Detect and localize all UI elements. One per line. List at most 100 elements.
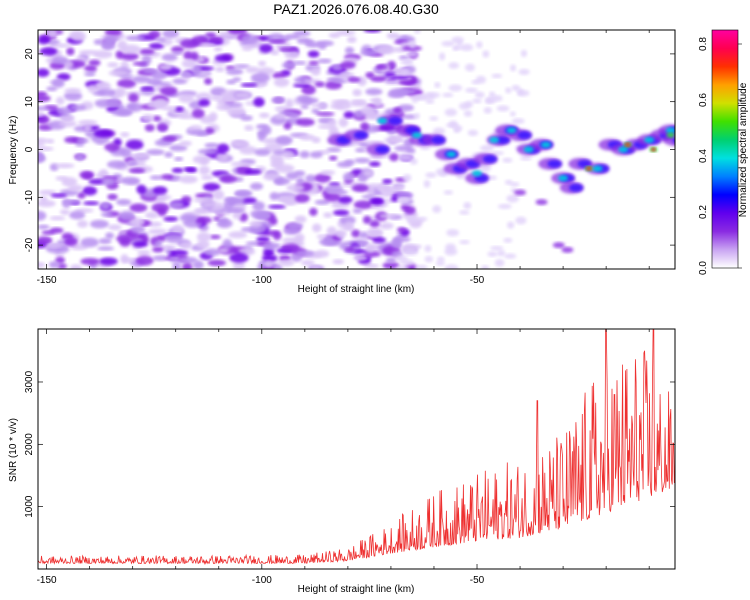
spectrogram-noise-blob xyxy=(269,217,278,226)
spectrogram-noise-blob xyxy=(69,104,87,111)
spectrogram-noise-blob xyxy=(402,114,417,120)
spectrogram-noise-blob xyxy=(154,240,163,247)
snr-y-label: SNR (10 * v/v) xyxy=(8,418,19,482)
spectrogram-noise-blob xyxy=(398,80,417,86)
spectrogram-noise-blob xyxy=(93,50,113,59)
spectrogram-noise-blob xyxy=(294,233,305,242)
spectrogram-noise-blob xyxy=(101,178,115,186)
snr-x-tick-label: -100 xyxy=(252,575,272,586)
spectrogram-noise-blob xyxy=(116,234,131,243)
spectrogram-y-tick-label: 20 xyxy=(24,48,35,60)
spectrogram-noise-blob xyxy=(344,46,355,55)
spectrogram-noise-blob xyxy=(335,229,347,238)
spectrogram-noise-blob xyxy=(154,37,167,42)
spectrogram-noise-blob xyxy=(98,88,116,97)
spectrogram-noise-blob xyxy=(120,254,129,264)
spectrogram-noise-blob xyxy=(489,94,503,102)
spectrogram-noise-blob xyxy=(518,68,530,75)
spectrogram-noise-blob xyxy=(278,110,295,116)
spectrogram-noise-blob xyxy=(464,100,474,108)
spectrogram-noise-blob xyxy=(386,32,400,39)
spectrogram-noise-blob xyxy=(178,256,198,264)
spectrogram-noise-blob xyxy=(377,45,396,55)
spectrogram-noise-blob xyxy=(230,161,249,167)
spectrogram-noise-blob xyxy=(222,238,232,249)
spectrogram-noise-blob xyxy=(308,60,320,65)
spectrogram-noise-blob xyxy=(147,221,163,227)
spectrogram-noise-blob xyxy=(465,87,478,93)
spectrogram-noise-blob xyxy=(329,103,344,109)
spectrogram-noise-blob xyxy=(38,142,46,147)
spectrogram-noise-blob xyxy=(459,43,474,52)
spectrogram-noise-blob xyxy=(432,205,442,214)
spectrogram-noise-blob xyxy=(192,260,204,269)
spectrogram-noise-blob xyxy=(343,111,355,119)
spectrogram-noise-blob xyxy=(229,252,249,263)
spectrogram-noise-blob xyxy=(152,115,162,122)
spectrogram-noise-blob xyxy=(365,71,375,79)
spectrogram-noise-blob xyxy=(41,230,56,235)
spectrogram-noise-blob xyxy=(382,261,400,269)
spectrogram-noise-blob xyxy=(442,92,454,98)
spectrogram-x-tick-label: -150 xyxy=(37,275,57,286)
spectrogram-noise-blob xyxy=(109,98,121,108)
spectrogram-noise-blob xyxy=(441,40,455,47)
spectrogram-noise-blob xyxy=(311,136,321,144)
spectrogram-noise-blob xyxy=(368,229,382,238)
spectrogram-noise-blob xyxy=(225,208,245,213)
colorbar-tick-label: 0.0 xyxy=(698,261,709,275)
spectrogram-noise-blob xyxy=(49,215,66,221)
spectrogram-noise-blob xyxy=(132,241,148,248)
spectrogram-noise-blob xyxy=(305,174,316,183)
spectrogram-noise-blob xyxy=(204,248,221,257)
spectrogram-noise-blob xyxy=(38,262,46,268)
spectrogram-noise-blob xyxy=(59,209,70,215)
spectrogram-noise-blob xyxy=(391,74,410,80)
spectrogram-noise-blob xyxy=(130,225,146,234)
spectrogram-noise-blob xyxy=(459,210,470,215)
spectrogram-noise-blob xyxy=(362,263,380,269)
spectrogram-noise-blob xyxy=(360,122,370,131)
spectrogram-noise-blob xyxy=(433,127,446,135)
spectrogram-noise-blob xyxy=(413,113,420,119)
spectrogram-noise-blob xyxy=(384,71,396,78)
spectrogram-noise-blob xyxy=(456,40,463,46)
spectrogram-noise-blob xyxy=(370,75,387,82)
spectrogram-signal-core xyxy=(377,117,388,124)
spectrogram-noise-blob xyxy=(270,157,285,167)
spectrogram-noise-blob xyxy=(204,127,215,135)
spectrogram-noise-blob xyxy=(302,97,319,104)
spectrogram-noise-blob xyxy=(234,92,250,99)
colorbar-gradient xyxy=(712,30,738,268)
spectrogram-noise-blob xyxy=(38,115,50,124)
spectrogram-noise-blob xyxy=(239,145,257,155)
spectrogram-noise-blob xyxy=(119,210,135,221)
spectrogram-noise-blob xyxy=(344,221,354,230)
spectrogram-noise-blob xyxy=(233,64,251,69)
spectrogram-signal-core xyxy=(506,127,517,134)
spectrogram-noise-blob xyxy=(249,182,264,191)
spectrogram-noise-blob xyxy=(368,161,381,167)
spectrogram-noise-blob xyxy=(446,229,460,237)
spectrogram-noise-blob xyxy=(268,39,287,44)
spectrogram-noise-blob xyxy=(400,59,414,65)
spectrogram-noise-blob xyxy=(50,193,68,198)
spectrogram-noise-blob xyxy=(271,97,286,103)
spectrogram-noise-blob xyxy=(314,249,330,258)
spectrogram-noise-blob xyxy=(311,108,321,114)
spectrogram-signal-blob xyxy=(431,135,446,144)
spectrogram-noise-blob xyxy=(111,109,132,116)
spectrogram-noise-blob xyxy=(301,260,315,266)
spectrogram-noise-blob xyxy=(464,63,476,72)
spectrogram-noise-blob xyxy=(395,88,416,95)
colorbar-frame xyxy=(711,29,739,269)
colorbar-tick-label: 0.4 xyxy=(698,149,709,163)
spectrogram-noise-blob xyxy=(414,30,421,34)
spectrogram-y-axis: -20 -10 0 10 20 xyxy=(24,48,675,252)
spectrogram-noise-blob xyxy=(502,157,513,163)
spectrogram-signal-core xyxy=(489,136,500,143)
spectrogram-noise-blob xyxy=(61,177,78,187)
spectrogram-signal-core xyxy=(618,146,629,153)
spectrogram-noise-blob xyxy=(38,36,51,45)
